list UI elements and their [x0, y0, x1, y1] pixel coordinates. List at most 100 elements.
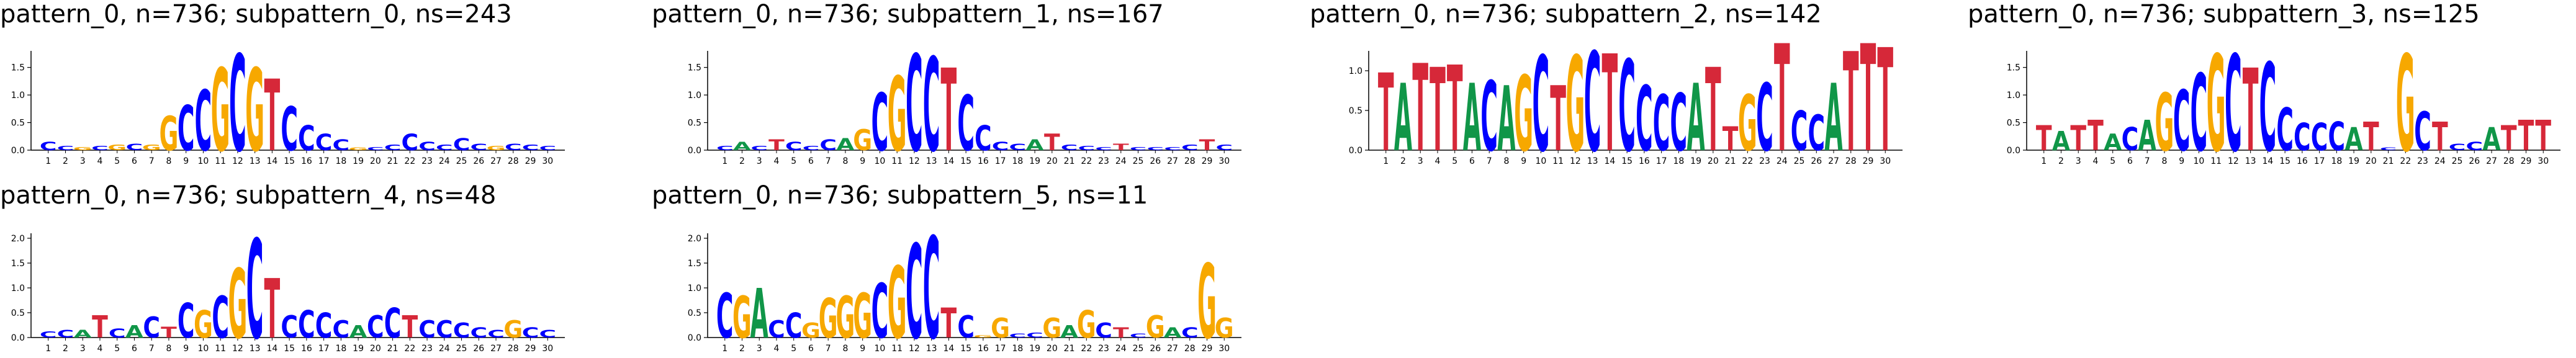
logo-letter: G [888, 56, 907, 175]
x-tick-label: 1 [1383, 156, 1389, 166]
logo-letter: T [1113, 325, 1129, 341]
x-tick-label: 25 [1133, 156, 1144, 166]
logo-letter: A [1060, 321, 1079, 341]
logo-letter: T [2363, 115, 2379, 160]
x-tick-label: 28 [1184, 344, 1196, 354]
logo-letter: C [716, 281, 734, 352]
y-tick-label: 0.0 [11, 333, 25, 343]
x-tick-label: 15 [960, 156, 971, 166]
x-tick-label: 24 [1115, 156, 1127, 166]
x-tick-label: 29 [1202, 344, 1213, 354]
logo-letter: C [2311, 115, 2328, 159]
logo-letter: G [2155, 78, 2174, 169]
x-tick-label: 17 [995, 156, 1006, 166]
logo-letter: C [367, 146, 384, 151]
x-tick-label: 27 [1828, 156, 1839, 166]
x-tick-label: 10 [198, 156, 209, 166]
x-tick-label: 16 [301, 156, 312, 166]
x-tick-label: 19 [353, 156, 364, 166]
logo-letter: C [957, 81, 975, 169]
logo-letter: C [522, 325, 539, 341]
x-tick-label: 4 [97, 156, 103, 166]
logo-letter: G [1042, 312, 1061, 344]
x-tick-label: 3 [1418, 156, 1423, 166]
x-tick-label: 13 [2245, 156, 2256, 166]
x-tick-label: 21 [1064, 344, 1075, 354]
x-tick-label: 29 [525, 344, 536, 354]
x-tick-label: 5 [791, 344, 796, 354]
logo-letter: G [1197, 243, 1217, 358]
logo-letter: T [1860, 14, 1876, 185]
x-tick-label: 5 [791, 156, 796, 166]
x-tick-label: 5 [2110, 156, 2115, 166]
logo-letter: T [1602, 27, 1618, 182]
logo-letter: C [906, 29, 923, 182]
x-tick-label: 10 [875, 156, 886, 166]
logo-letter: T [1774, 14, 1790, 185]
logo-letter: C [384, 143, 402, 152]
x-tick-label: 30 [2538, 156, 2549, 166]
x-tick-label: 4 [2093, 156, 2099, 166]
x-tick-label: 21 [387, 156, 399, 166]
x-tick-label: 18 [1012, 156, 1023, 166]
panel-title: pattern_0, n=736; subpattern_2, ns=142 [1310, 0, 1822, 29]
logo-letter: T [1447, 42, 1463, 179]
logo-letter: C [871, 269, 889, 356]
x-tick-label: 1 [722, 344, 727, 354]
logo-letter: C [539, 328, 556, 340]
x-tick-label: 15 [284, 344, 295, 354]
logo-letter: T [2036, 119, 2052, 159]
logo-panel-5: pattern_0, n=736; subpattern_5, ns=11 0.… [652, 181, 1272, 358]
x-tick-label: 11 [891, 344, 903, 354]
x-tick-label: 23 [1098, 344, 1109, 354]
logo-letter: C [1009, 333, 1027, 339]
logo-letter: C [1808, 105, 1825, 162]
x-tick-label: 27 [490, 156, 502, 166]
x-tick-label: 22 [404, 344, 415, 354]
logo-letter: C [470, 325, 487, 341]
x-tick-label: 28 [508, 344, 519, 354]
logo-letter: C [1061, 143, 1078, 152]
logo-letter: C [1095, 146, 1112, 151]
x-tick-label: 12 [1570, 156, 1581, 166]
logo-letter: C [2191, 53, 2208, 176]
x-tick-label: 22 [1081, 344, 1092, 354]
logo-letter: T [264, 262, 281, 357]
logo-letter: A [2052, 127, 2070, 157]
logo-letter: T [1705, 45, 1721, 177]
logo-letter: C [2414, 101, 2431, 163]
x-tick-label: 2 [63, 344, 68, 354]
logo-letter: C [923, 208, 940, 358]
x-tick-label: 17 [318, 344, 330, 354]
x-tick-label: 8 [1503, 156, 1509, 166]
logo-letter: C [315, 130, 333, 156]
logo-letter: T [1723, 120, 1739, 158]
logo-letter: C [246, 212, 264, 358]
logo-letter: G [1514, 55, 1533, 175]
y-tick-label: 0.0 [2007, 146, 2020, 156]
logo-letter: C [281, 310, 298, 345]
x-tick-label: 25 [456, 344, 467, 354]
x-tick-label: 5 [114, 156, 120, 166]
logo-letter: C [1146, 146, 1164, 151]
x-tick-label: 14 [943, 344, 954, 354]
logo-letter: C [57, 145, 74, 151]
logo-letter: C [1533, 29, 1550, 181]
logo-letter: G [228, 250, 247, 358]
x-tick-label: 1 [2041, 156, 2047, 166]
x-tick-label: 20 [1047, 344, 1058, 354]
logo-letter: T [1550, 67, 1566, 171]
x-tick-label: 17 [2314, 156, 2325, 166]
logo-letter: T [2243, 46, 2259, 177]
logo-letter: C [2449, 141, 2466, 152]
x-tick-label: 2 [739, 156, 745, 166]
x-tick-label: 4 [97, 344, 103, 354]
x-tick-label: 30 [1218, 344, 1230, 354]
logo-letter: C [957, 310, 975, 345]
x-tick-label: 29 [1202, 156, 1213, 166]
x-tick-label: 8 [166, 344, 171, 354]
logo-letter: C [178, 92, 195, 164]
x-tick-label: 1 [722, 156, 727, 166]
x-tick-label: 5 [114, 344, 120, 354]
logo-letter: C [315, 307, 333, 346]
